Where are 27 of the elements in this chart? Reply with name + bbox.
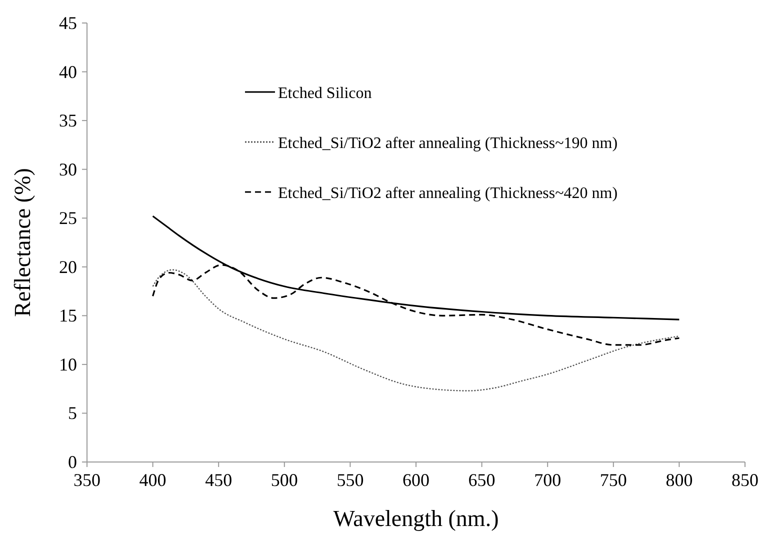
x-tick-label: 450 bbox=[205, 470, 232, 490]
y-tick-label: 40 bbox=[59, 62, 77, 82]
y-tick-label: 25 bbox=[59, 208, 77, 228]
y-axis-title: Reflectance (%) bbox=[10, 168, 35, 317]
x-tick-label: 850 bbox=[732, 470, 758, 490]
x-tick-label: 550 bbox=[336, 470, 364, 490]
y-tick-label: 10 bbox=[59, 354, 77, 374]
x-tick-label: 650 bbox=[468, 470, 496, 490]
y-tick-label: 45 bbox=[59, 13, 77, 33]
x-tick-label: 700 bbox=[534, 470, 562, 490]
legend-label: Etched_Si/TiO2 after annealing (Thickness~190 nm) bbox=[278, 135, 618, 152]
legend-label: Etched_Si/TiO2 after annealing (Thickness~420 nm) bbox=[278, 185, 618, 202]
x-tick-label: 600 bbox=[402, 470, 430, 490]
x-tick-label: 800 bbox=[666, 470, 693, 490]
y-tick-label: 0 bbox=[68, 452, 77, 472]
x-tick-label: 750 bbox=[600, 470, 627, 490]
y-tick-label: 5 bbox=[68, 403, 77, 424]
y-tick-label: 15 bbox=[59, 306, 77, 326]
x-axis-title: Wavelength (nm.) bbox=[333, 506, 499, 531]
y-tick-label: 20 bbox=[59, 256, 77, 277]
line-series bbox=[152, 269, 680, 392]
y-tick-label: 30 bbox=[59, 159, 77, 180]
y-tick-label: 35 bbox=[59, 110, 77, 131]
x-tick-label: 350 bbox=[74, 470, 100, 490]
x-tick-label: 500 bbox=[270, 470, 298, 490]
x-tick-label: 400 bbox=[139, 470, 166, 490]
legend-label: Etched Silicon bbox=[278, 85, 372, 102]
